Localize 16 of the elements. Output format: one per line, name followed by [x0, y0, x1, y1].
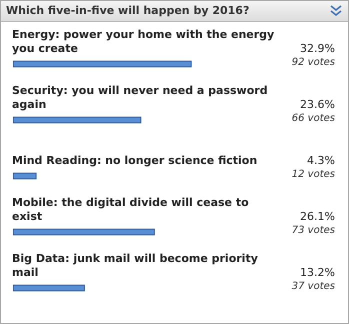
data-label: 23.6% — [300, 98, 335, 112]
y-tick-label: Big Data: junk mail will become priority mail — [12, 252, 259, 280]
data-label: 13.2% — [300, 266, 335, 280]
chart-title: Which five-in-five will happen by 2016? — [6, 4, 250, 17]
text: 66 votes — [292, 113, 335, 125]
data-label: 4.3% — [307, 154, 335, 168]
y-tick-label: Mind Reading: no longer science fiction — [12, 154, 258, 168]
text: 37 votes — [292, 281, 335, 293]
data-label: 26.1% — [300, 210, 335, 224]
text: 73 votes — [292, 225, 335, 237]
y-tick-label: Mobile: the digital divide will cease to exist — [12, 196, 250, 224]
text: 12 votes — [292, 169, 335, 181]
y-tick-label: Energy: power your home with the energy you create — [12, 28, 276, 56]
y-tick-label: Security: you will never need a password again — [12, 84, 269, 112]
data-label: 32.9% — [300, 42, 335, 56]
text: 92 votes — [292, 57, 335, 69]
